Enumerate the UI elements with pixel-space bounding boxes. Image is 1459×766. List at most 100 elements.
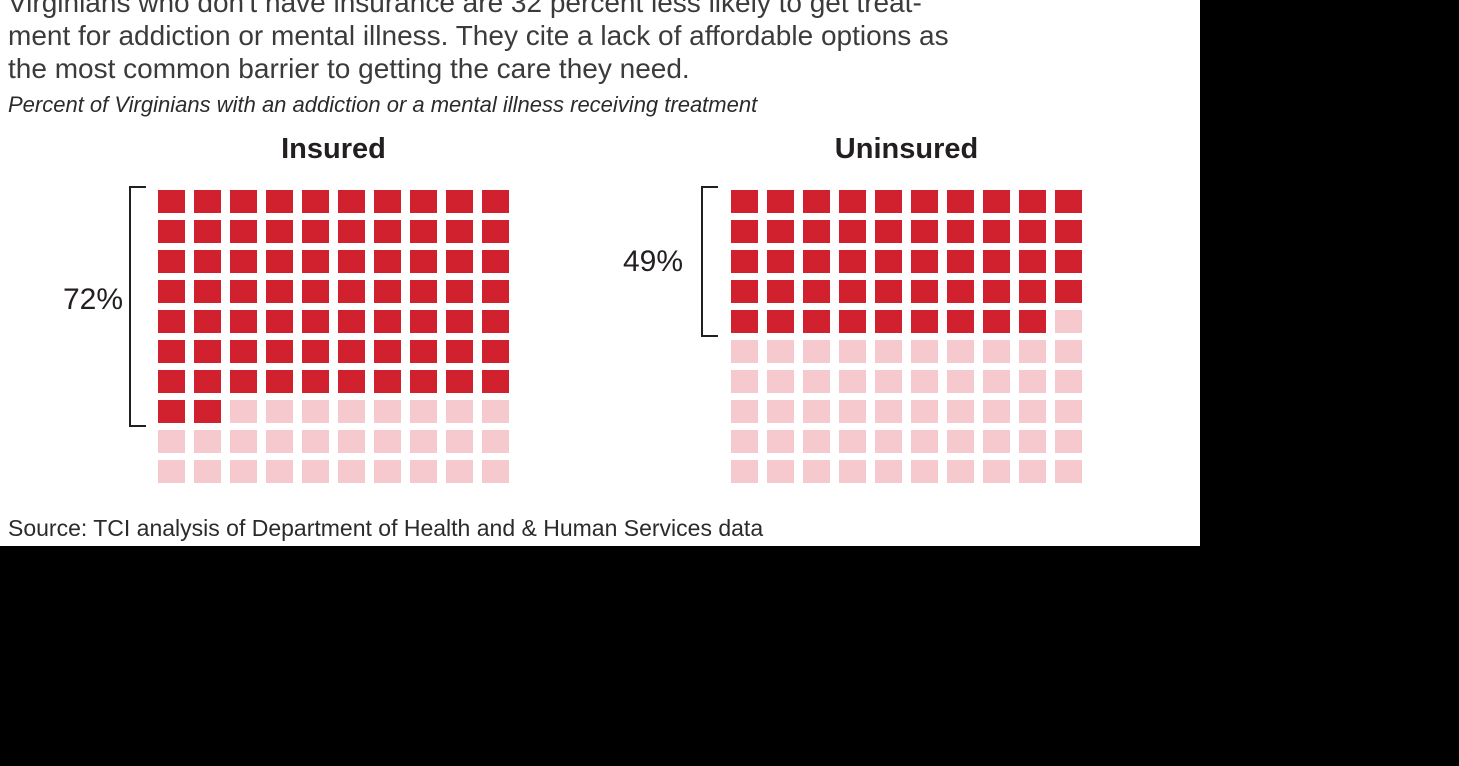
waffle-cell [731,340,758,363]
waffle-cell [374,220,401,243]
waffle-cell [731,430,758,453]
waffle-cell [1019,250,1046,273]
waffle-cell [1019,430,1046,453]
waffle-cell [266,400,293,423]
waffle-cell [194,370,221,393]
waffle-cell [194,460,221,483]
waffle-cell [731,400,758,423]
waffle-cell [446,370,473,393]
waffle-cell [482,340,509,363]
waffle-cell [194,220,221,243]
waffle-cell [482,280,509,303]
uninsured-group-title: Uninsured [834,133,979,165]
waffle-cell [911,190,938,213]
waffle-cell [446,430,473,453]
waffle-cell [767,430,794,453]
waffle-cell [266,220,293,243]
waffle-cell [731,310,758,333]
waffle-cell [194,430,221,453]
uninsured-bracket [701,186,718,337]
waffle-cell [446,310,473,333]
waffle-cell [374,280,401,303]
waffle-cell [410,280,437,303]
waffle-cell [767,460,794,483]
waffle-cell [731,280,758,303]
waffle-cell [302,460,329,483]
waffle-cell [338,280,365,303]
uninsured-waffle-grid [731,190,1082,483]
waffle-cell [374,310,401,333]
waffle-cell [839,460,866,483]
headline-line-1: Virginians who don't have insurance are … [8,0,922,18]
waffle-cell [194,340,221,363]
waffle-cell [410,310,437,333]
waffle-cell [947,190,974,213]
waffle-cell [947,310,974,333]
waffle-cell [1019,310,1046,333]
waffle-cell [983,430,1010,453]
waffle-cell [731,190,758,213]
waffle-cell [983,250,1010,273]
waffle-cell [194,400,221,423]
waffle-cell [158,280,185,303]
waffle-cell [482,430,509,453]
waffle-cell [1055,310,1082,333]
waffle-cell [803,250,830,273]
waffle-cell [302,370,329,393]
insured-group-title: Insured [281,133,386,165]
waffle-cell [158,190,185,213]
waffle-cell [230,430,257,453]
waffle-cell [947,400,974,423]
waffle-cell [158,430,185,453]
waffle-cell [767,250,794,273]
waffle-cell [1055,340,1082,363]
waffle-cell [839,220,866,243]
waffle-cell [983,370,1010,393]
waffle-cell [194,310,221,333]
waffle-cell [266,370,293,393]
waffle-cell [482,220,509,243]
waffle-cell [158,460,185,483]
waffle-cell [158,310,185,333]
waffle-cell [266,190,293,213]
waffle-cell [446,280,473,303]
insured-percent-label: 72% [62,283,123,316]
waffle-cell [1019,370,1046,393]
waffle-cell [482,400,509,423]
waffle-cell [839,370,866,393]
waffle-cell [983,340,1010,363]
waffle-cell [803,460,830,483]
waffle-cell [1055,280,1082,303]
uninsured-percent-label: 49% [622,245,683,278]
waffle-cell [911,340,938,363]
waffle-cell [410,400,437,423]
waffle-cell [410,340,437,363]
waffle-cell [302,340,329,363]
source-note: Source: TCI analysis of Department of He… [8,515,764,541]
waffle-cell [875,430,902,453]
waffle-cell [983,310,1010,333]
waffle-cell [767,370,794,393]
waffle-cell [839,280,866,303]
waffle-cell [194,280,221,303]
waffle-cell [875,370,902,393]
waffle-cell [731,250,758,273]
waffle-cell [803,400,830,423]
waffle-cell [875,190,902,213]
waffle-cell [266,460,293,483]
waffle-cell [803,280,830,303]
waffle-cell [266,250,293,273]
waffle-cell [947,370,974,393]
waffle-cell [803,190,830,213]
waffle-cell [911,370,938,393]
waffle-cell [1019,220,1046,243]
waffle-cell [374,370,401,393]
headline-line-3: the most common barrier to getting the c… [8,53,690,84]
waffle-cell [230,220,257,243]
waffle-cell [947,250,974,273]
waffle-cell [230,250,257,273]
waffle-cell [482,310,509,333]
waffle-cell [410,190,437,213]
waffle-cell [194,250,221,273]
waffle-cell [1019,400,1046,423]
